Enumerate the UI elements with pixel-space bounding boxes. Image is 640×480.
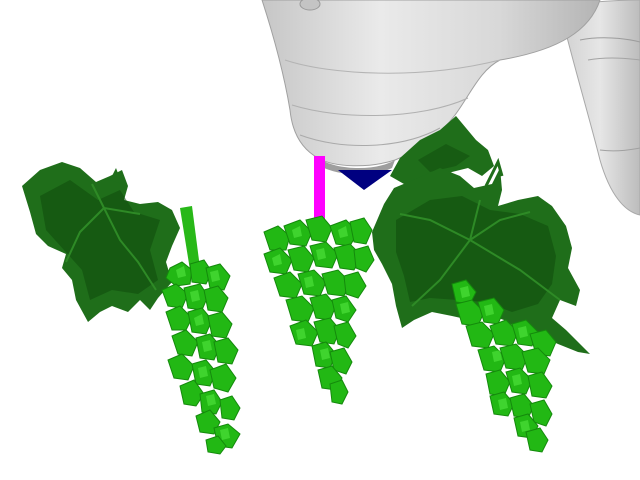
robot-arm-rear-link [559,0,640,216]
grape-vine-left [22,162,241,455]
tool-center-marker [314,156,325,228]
grape-cluster-center [263,215,375,405]
grape-vine-center [263,215,375,405]
grape-vine-right [372,116,590,453]
vine-leaf [22,162,180,322]
grape-cluster-left [161,259,241,455]
vine-leaf [372,157,590,354]
grape-cluster-right [451,279,557,453]
vine-leaf [390,116,494,184]
arm-joint-cap [299,0,321,11]
tool-tip [338,170,392,190]
grape-stem [180,206,200,270]
